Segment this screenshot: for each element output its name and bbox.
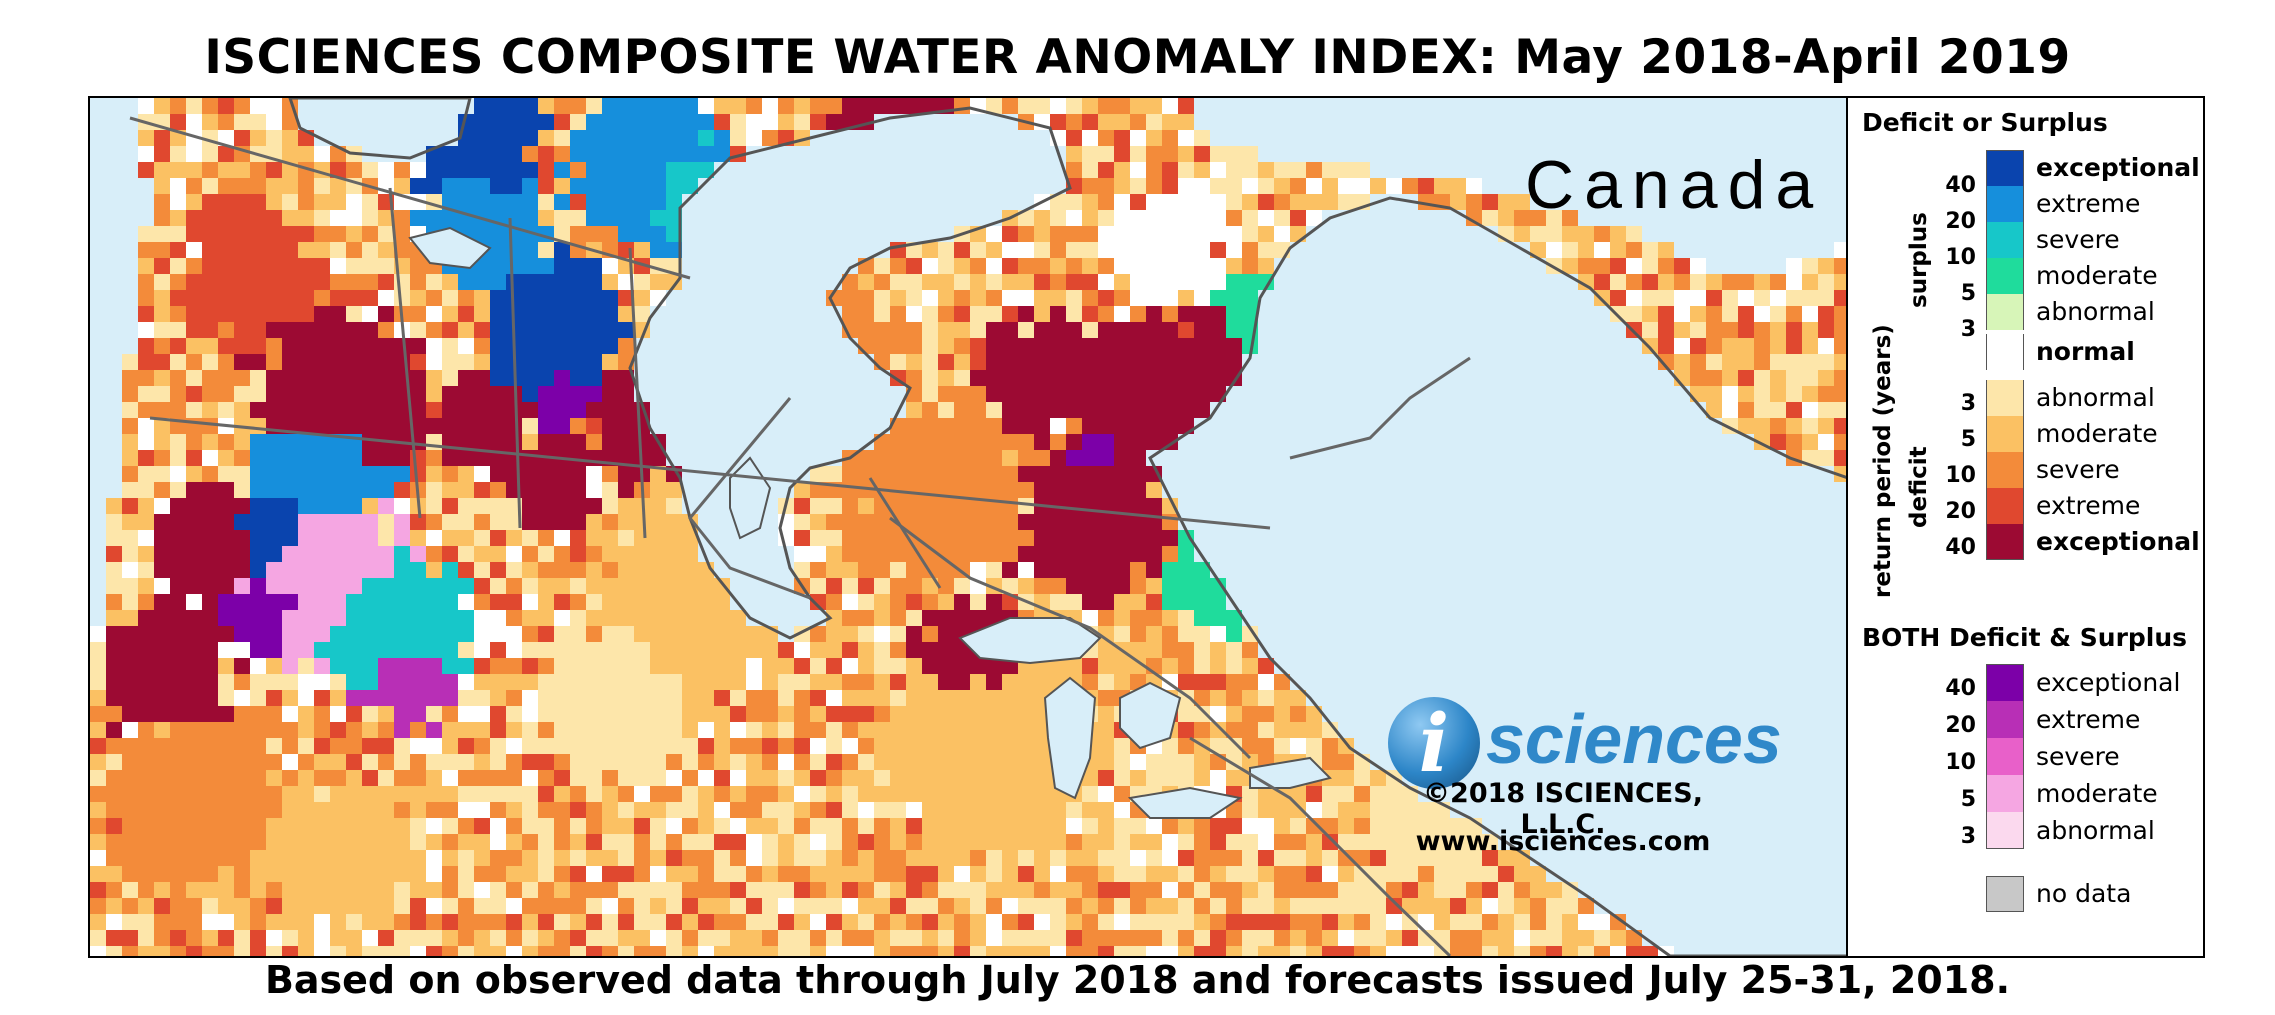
legend-tick-deficit: 3 [1960,391,1976,416]
website-url: www.isciences.com [1415,826,1711,857]
legend-tick-both: 10 [1945,750,1976,775]
legend-tick-deficit: 20 [1945,499,1976,524]
legend-label-abnormal: abnormal [2036,297,2155,326]
legend-label-both-exceptional: exceptional [2036,668,2181,697]
legend-panel: Deficit or Surplus exceptional extreme sev… [1846,96,2205,958]
legend-label-exceptional: exceptional [2036,527,2200,556]
legend-tick-surplus: 5 [1960,281,1976,306]
footer-note: Based on observed data through July 2018… [264,958,2011,1002]
legend-label-extreme: extreme [2036,491,2141,520]
legend-label-both-severe: severe [2036,742,2120,771]
legend-tick-surplus: 10 [1945,245,1976,270]
legend-swatch-normal [1986,334,2024,370]
legend-axis-label: return period (years) [1870,324,1896,598]
legend-swatch-deficit-moderate [1986,416,2024,452]
anomaly-grid [90,98,1848,956]
legend-tick-surplus: 40 [1945,173,1976,198]
logo-circle-icon: i [1388,697,1480,789]
legend-swatch-deficit-exceptional [1986,524,2024,560]
legend-label-extreme: extreme [2036,189,2141,218]
legend-tick-both: 20 [1945,713,1976,738]
legend-swatch-both-abnormal [1986,812,2024,849]
legend-swatch-both-exceptional [1986,664,2024,701]
region-label: Canada [1525,147,1824,223]
legend-heading-both: BOTH Deficit & Surplus [1862,623,2188,652]
legend-label-abnormal: abnormal [2036,383,2155,412]
legend-label-exceptional: exceptional [2036,153,2200,182]
legend-tick-deficit: 40 [1945,535,1976,560]
legend-swatch-surplus-severe [1986,222,2024,258]
isciences-logo: i sciences [1388,697,1782,797]
legend-swatch-deficit-severe [1986,452,2024,488]
legend-tick-both: 3 [1960,824,1976,849]
legend-tick-deficit: 5 [1960,427,1976,452]
legend-label-moderate: moderate [2036,261,2158,290]
legend-swatch-both-extreme [1986,701,2024,738]
legend-label-both-abnormal: abnormal [2036,816,2155,845]
copyright-text: ©2018 ISCIENCES, L.L.C. [1423,778,1703,840]
legend-deficit-label: deficit [1906,446,1932,528]
map-canvas [90,98,1848,956]
legend-label-both-moderate: moderate [2036,779,2158,808]
legend-label-both-extreme: extreme [2036,705,2141,734]
logo-word: sciences [1486,700,1782,778]
legend-heading-deficit-surplus: Deficit or Surplus [1862,108,2108,137]
legend-label-severe: severe [2036,455,2120,484]
coastlines [288,98,1848,956]
legend-label-no-data: no data [2036,879,2132,908]
legend-swatch-surplus-moderate [1986,258,2024,294]
legend-tick-deficit: 10 [1945,463,1976,488]
legend-tick-surplus: 20 [1945,209,1976,234]
legend-swatch-surplus-extreme [1986,186,2024,222]
map-title: ISCIENCES COMPOSITE WATER ANOMALY INDEX:… [204,30,2071,85]
legend-swatch-both-moderate [1986,775,2024,812]
legend-swatch-surplus-exceptional [1986,150,2024,186]
legend-surplus-label: surplus [1906,212,1932,308]
legend-tick-both: 40 [1945,676,1976,701]
legend-label-moderate: moderate [2036,419,2158,448]
lakes [408,226,1332,819]
legend-label-normal: normal [2036,337,2135,366]
legend-swatch-both-severe [1986,738,2024,775]
legend-swatch-no-data [1986,876,2024,912]
legend-swatch-deficit-abnormal [1986,380,2024,416]
province-borders [129,116,1471,956]
legend-swatch-surplus-abnormal [1986,294,2024,330]
legend-label-severe: severe [2036,225,2120,254]
legend-swatch-deficit-extreme [1986,488,2024,524]
anomaly-map: Canada [88,96,1850,958]
legend-tick-surplus: 3 [1960,317,1976,342]
legend-tick-both: 5 [1960,787,1976,812]
